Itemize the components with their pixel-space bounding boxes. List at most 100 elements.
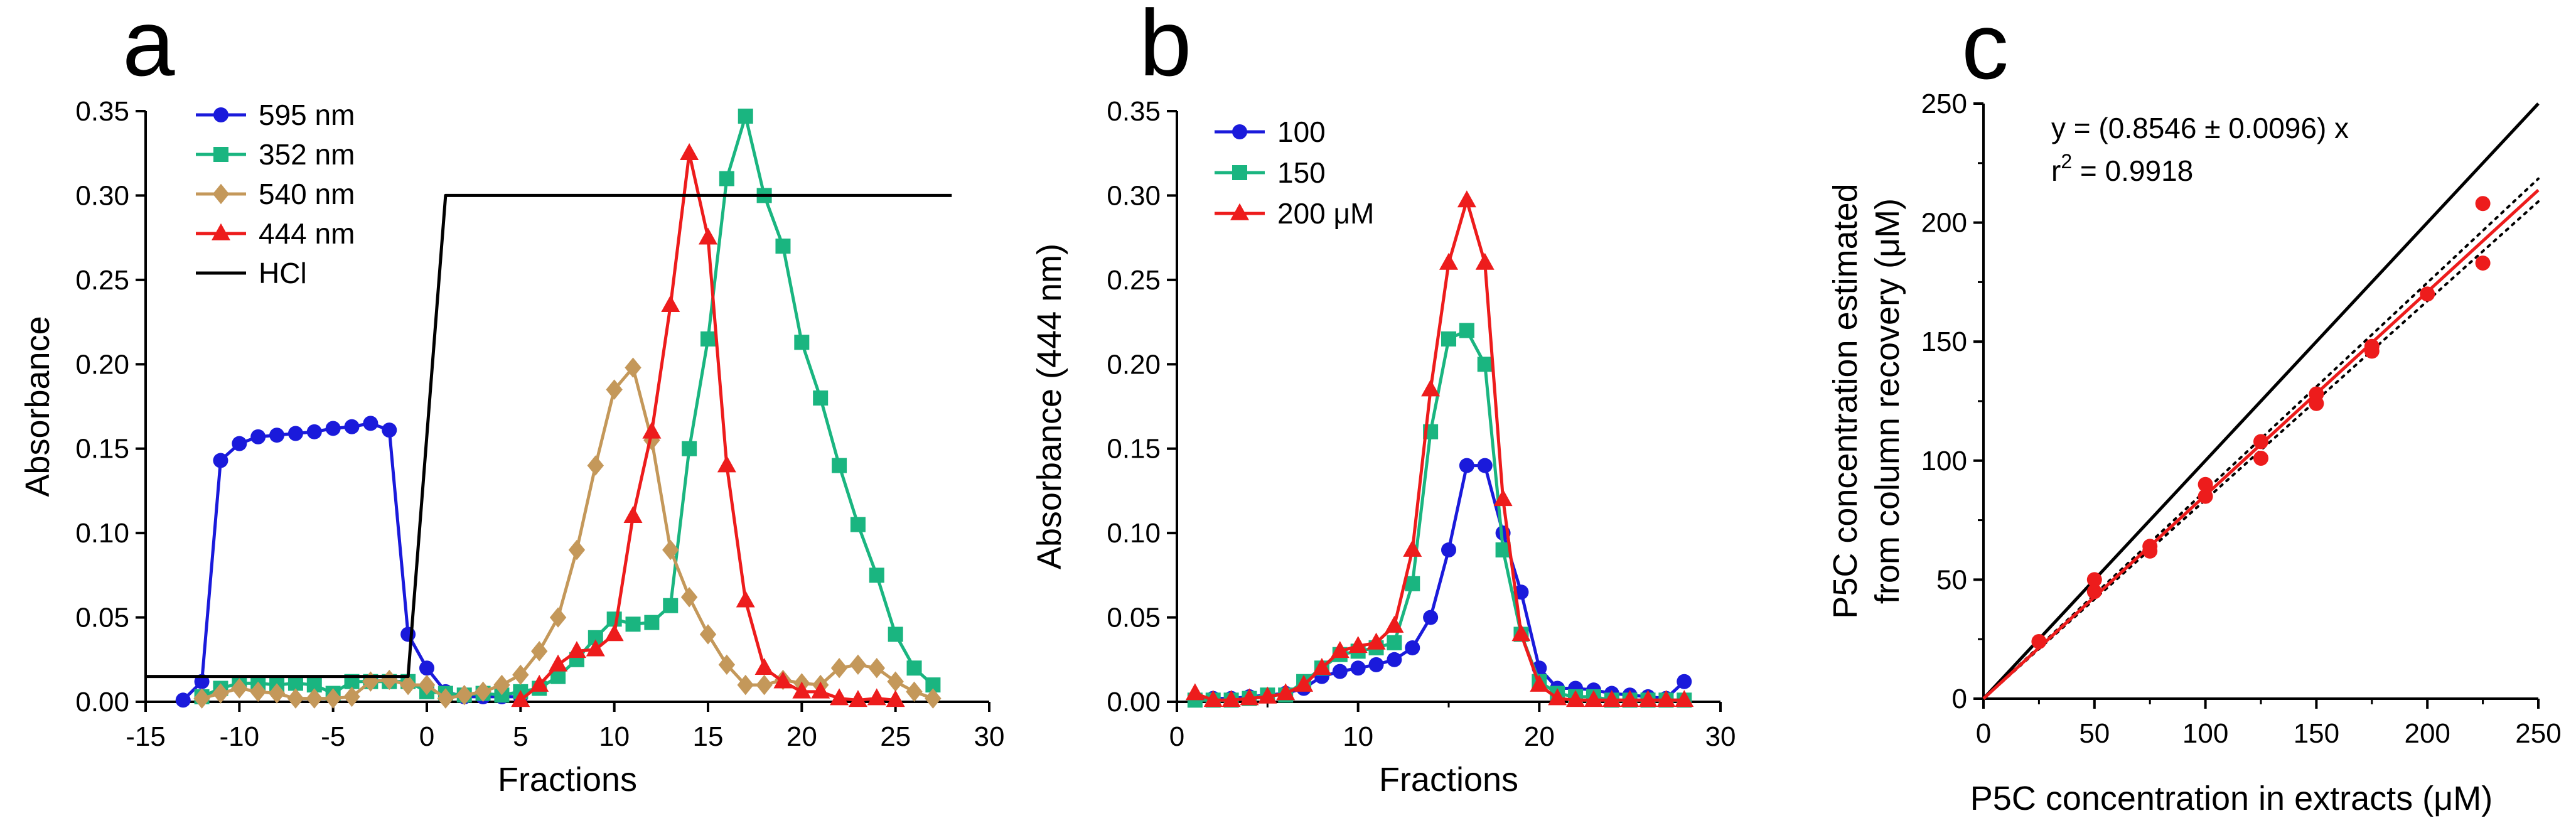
data-point bbox=[2475, 196, 2491, 212]
data-point bbox=[268, 683, 286, 704]
series-line bbox=[1194, 198, 1685, 702]
data-point bbox=[848, 690, 867, 707]
x-tick-label: 0 bbox=[419, 721, 434, 752]
data-point bbox=[382, 422, 397, 438]
data-point bbox=[287, 426, 303, 441]
x-axis-label: Fractions bbox=[498, 761, 637, 798]
regression-equation: y = (0.8546 ± 0.0096) x bbox=[2051, 112, 2349, 144]
data-point bbox=[886, 690, 905, 707]
data-point bbox=[511, 690, 530, 707]
y-tick-label: 0.25 bbox=[75, 265, 129, 296]
y-tick-label: 0.10 bbox=[75, 518, 129, 549]
data-point bbox=[530, 674, 549, 692]
data-point bbox=[587, 455, 604, 476]
data-point bbox=[1330, 641, 1350, 659]
data-point bbox=[869, 567, 884, 583]
x-tick-label: 25 bbox=[880, 721, 911, 752]
y-tick-label: 0.30 bbox=[75, 180, 129, 211]
data-point bbox=[212, 683, 229, 704]
y-axis-label: Absorbance bbox=[19, 316, 56, 497]
data-point bbox=[832, 458, 847, 473]
data-point bbox=[717, 455, 736, 473]
data-point bbox=[1477, 458, 1493, 473]
data-point bbox=[343, 686, 360, 707]
y-tick-label: 0.15 bbox=[1107, 434, 1161, 465]
data-point bbox=[567, 641, 586, 659]
x-tick-label: 10 bbox=[599, 721, 630, 752]
series-595-nm bbox=[175, 416, 529, 708]
y-axis-label-line2: from column recovery (μM) bbox=[1869, 198, 1906, 604]
data-point bbox=[906, 660, 922, 676]
data-point bbox=[719, 171, 734, 186]
data-point bbox=[269, 427, 285, 443]
data-point bbox=[1276, 683, 1296, 701]
data-point bbox=[2253, 451, 2268, 466]
x-tick-label: 50 bbox=[2079, 718, 2110, 749]
data-point bbox=[680, 143, 699, 161]
legend-swatch-marker bbox=[1230, 203, 1249, 220]
data-point bbox=[642, 421, 662, 439]
data-point bbox=[1566, 690, 1586, 707]
data-point bbox=[1656, 690, 1676, 707]
data-point bbox=[549, 654, 568, 672]
x-tick-label: 15 bbox=[693, 721, 724, 752]
data-point bbox=[1677, 674, 1692, 689]
data-point bbox=[811, 681, 830, 699]
data-point bbox=[1366, 632, 1386, 650]
data-point bbox=[231, 678, 248, 699]
y-tick-label: 200 bbox=[1921, 208, 1967, 239]
data-point bbox=[1350, 660, 1366, 676]
legend-label: 150 bbox=[1277, 156, 1326, 189]
data-point bbox=[867, 688, 886, 706]
r-squared-base: r bbox=[2051, 154, 2061, 187]
x-tick-label: -5 bbox=[321, 721, 345, 752]
identity-line bbox=[1982, 102, 2540, 700]
data-point bbox=[1441, 331, 1456, 347]
data-point bbox=[1675, 690, 1694, 707]
data-point bbox=[1511, 624, 1531, 642]
data-point bbox=[232, 436, 247, 451]
data-point bbox=[250, 681, 267, 702]
data-point bbox=[456, 685, 473, 706]
legend-swatch-marker bbox=[213, 147, 228, 162]
data-point bbox=[1185, 683, 1205, 701]
data-point bbox=[1493, 489, 1513, 507]
data-point bbox=[381, 669, 398, 691]
data-point bbox=[756, 674, 773, 696]
data-point bbox=[344, 419, 360, 434]
data-point bbox=[1368, 657, 1384, 672]
data-point bbox=[1638, 690, 1658, 707]
legend-label: 352 nm bbox=[259, 138, 355, 171]
data-point bbox=[737, 674, 754, 696]
x-tick-label: 100 bbox=[2182, 718, 2228, 749]
data-point bbox=[1530, 674, 1549, 692]
series-200-m bbox=[1185, 190, 1694, 707]
data-point bbox=[1584, 690, 1603, 707]
data-point bbox=[830, 658, 848, 679]
data-point bbox=[568, 539, 586, 561]
series-line bbox=[146, 193, 952, 679]
y-tick-label: 0.00 bbox=[75, 687, 129, 718]
data-point bbox=[418, 674, 436, 696]
data-point bbox=[830, 688, 849, 706]
panel-a: -15 -10 -5 0 5 10 15 20 25 30 0.00 0.05 0.10 0.15 0.20… bbox=[19, 0, 1004, 798]
data-point bbox=[1459, 323, 1474, 338]
x-tick-label: 20 bbox=[1524, 721, 1555, 752]
data-point bbox=[1385, 615, 1404, 633]
legend-label: 200 μM bbox=[1277, 197, 1374, 230]
data-point bbox=[586, 639, 605, 657]
data-point bbox=[868, 658, 885, 679]
panel-label: b bbox=[1139, 0, 1191, 95]
legend-swatch-marker bbox=[213, 107, 228, 122]
data-point bbox=[773, 671, 793, 689]
data-point bbox=[1475, 252, 1495, 270]
y-tick-label: 0 bbox=[1952, 684, 1967, 714]
series-line bbox=[1194, 329, 1685, 702]
x-tick-label: 0 bbox=[1976, 718, 1991, 749]
data-point bbox=[775, 239, 791, 254]
data-point bbox=[213, 453, 228, 468]
data-point bbox=[287, 688, 304, 709]
data-point bbox=[663, 598, 679, 613]
x-tick-label: 30 bbox=[974, 721, 1005, 752]
y-tick-label: 250 bbox=[1921, 89, 1967, 119]
